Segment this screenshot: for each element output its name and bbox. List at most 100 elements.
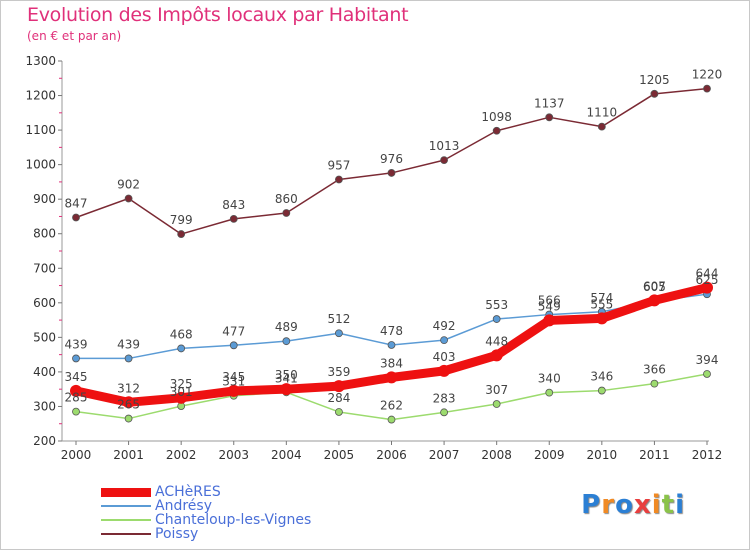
data-label-Poissy: 843 bbox=[222, 198, 245, 212]
data-label-Chanteloup-les-Vignes: 331 bbox=[222, 375, 245, 389]
legend-label: ACHèRES bbox=[155, 484, 221, 500]
data-point-Andrésy bbox=[177, 344, 186, 353]
data-point-Chanteloup-les-Vignes bbox=[650, 379, 659, 388]
data-point-ACHèRES bbox=[122, 396, 135, 409]
data-point-Chanteloup-les-Vignes bbox=[703, 370, 711, 378]
y-tick-label: 200 bbox=[33, 434, 56, 448]
data-point-Chanteloup-les-Vignes bbox=[72, 407, 80, 416]
data-label-Poissy: 799 bbox=[170, 213, 193, 227]
data-point-Andrésy bbox=[387, 341, 396, 349]
logo-letter: i bbox=[651, 490, 662, 520]
y-tick-label: 300 bbox=[33, 399, 56, 413]
x-tick-label: 2002 bbox=[166, 448, 197, 462]
data-label-Andrésy: 489 bbox=[275, 320, 298, 334]
y-tick-label: 1000 bbox=[25, 158, 56, 172]
x-tick-label: 2001 bbox=[113, 448, 144, 462]
data-label-Chanteloup-les-Vignes: 262 bbox=[380, 399, 403, 413]
data-label-ACHèRES: 644 bbox=[696, 267, 719, 281]
data-label-ACHèRES: 607 bbox=[643, 279, 666, 293]
x-tick-label: 2005 bbox=[324, 448, 355, 462]
data-point-ACHèRES bbox=[648, 294, 661, 307]
data-point-ACHèRES bbox=[701, 281, 713, 294]
data-label-Poissy: 860 bbox=[275, 192, 298, 206]
data-label-ACHèRES: 345 bbox=[222, 370, 245, 384]
y-tick-label: 400 bbox=[33, 365, 56, 379]
data-point-Andrésy bbox=[229, 341, 238, 350]
data-label-Poissy: 1205 bbox=[639, 73, 670, 87]
data-label-Chanteloup-les-Vignes: 285 bbox=[65, 391, 88, 405]
data-point-Poissy bbox=[387, 169, 396, 177]
chart-subtitle: (en € et par an) bbox=[27, 29, 122, 43]
data-point-Poissy bbox=[282, 209, 291, 217]
proxiti-logo: Proxiti bbox=[581, 490, 685, 520]
data-label-Poissy: 1220 bbox=[692, 68, 723, 82]
data-label-Andrésy: 553 bbox=[485, 298, 508, 312]
data-label-Andrésy: 574 bbox=[590, 291, 613, 305]
data-label-ACHèRES: 448 bbox=[485, 334, 508, 348]
data-label-Chanteloup-les-Vignes: 341 bbox=[275, 371, 298, 385]
logo-letter: r bbox=[601, 490, 616, 520]
legend-swatch bbox=[101, 487, 151, 497]
x-tick-label: 2010 bbox=[587, 448, 618, 462]
data-point-Poissy bbox=[124, 194, 133, 203]
data-label-Andrésy: 478 bbox=[380, 324, 403, 338]
data-point-ACHèRES bbox=[175, 391, 188, 404]
data-label-ACHèRES: 312 bbox=[117, 381, 140, 395]
data-label-ACHèRES: 555 bbox=[590, 297, 613, 311]
data-label-Poissy: 1098 bbox=[481, 110, 512, 124]
data-label-ACHèRES: 549 bbox=[538, 299, 561, 313]
data-label-Andrésy: 439 bbox=[65, 337, 88, 351]
x-tick-label: 2011 bbox=[639, 448, 670, 462]
x-tick-label: 2012 bbox=[692, 448, 723, 462]
data-point-Andrésy bbox=[282, 337, 291, 346]
x-tick-label: 2003 bbox=[218, 448, 249, 462]
data-point-ACHèRES bbox=[227, 384, 240, 397]
data-label-Chanteloup-les-Vignes: 284 bbox=[327, 391, 350, 405]
x-tick-label: 2008 bbox=[481, 448, 512, 462]
x-tick-label: 2006 bbox=[376, 448, 407, 462]
data-label-Andrésy: 439 bbox=[117, 337, 140, 351]
data-label-Andrésy: 512 bbox=[327, 312, 350, 326]
data-point-Poissy bbox=[177, 230, 186, 238]
logo-letter: P bbox=[581, 490, 602, 520]
data-point-ACHèRES bbox=[70, 384, 82, 397]
data-point-Poissy bbox=[440, 156, 448, 165]
data-label-ACHèRES: 359 bbox=[327, 365, 350, 379]
x-tick-label: 2000 bbox=[61, 448, 92, 462]
data-label-Chanteloup-les-Vignes: 346 bbox=[590, 370, 613, 384]
logo-letter: o bbox=[615, 490, 634, 520]
data-point-Andrésy bbox=[72, 354, 80, 363]
y-tick-label: 1300 bbox=[25, 54, 56, 68]
x-tick-label: 2004 bbox=[271, 448, 302, 462]
legend-label: Poissy bbox=[155, 526, 199, 542]
y-tick-label: 800 bbox=[33, 227, 56, 241]
data-point-ACHèRES bbox=[490, 349, 503, 362]
data-point-Chanteloup-les-Vignes bbox=[492, 400, 501, 408]
data-point-Poissy bbox=[229, 214, 238, 223]
data-label-Chanteloup-les-Vignes: 366 bbox=[643, 363, 666, 377]
data-label-Chanteloup-les-Vignes: 265 bbox=[117, 398, 140, 412]
legend-label: Andrésy bbox=[155, 498, 212, 514]
data-point-ACHèRES bbox=[543, 314, 556, 327]
data-point-ACHèRES bbox=[438, 364, 451, 377]
data-label-Chanteloup-les-Vignes: 301 bbox=[170, 385, 193, 399]
data-label-ACHèRES: 403 bbox=[433, 350, 456, 364]
data-point-Poissy bbox=[597, 122, 606, 131]
data-point-Chanteloup-les-Vignes bbox=[387, 415, 396, 424]
logo-letter: i bbox=[675, 490, 685, 520]
data-label-ACHèRES: 345 bbox=[65, 370, 88, 384]
y-tick-label: 1100 bbox=[25, 123, 56, 137]
data-label-Andrésy: 468 bbox=[170, 327, 193, 341]
data-point-Poissy bbox=[72, 213, 80, 222]
data-label-Andrésy: 566 bbox=[538, 294, 561, 308]
data-label-Poissy: 902 bbox=[117, 177, 140, 191]
data-point-Andrésy bbox=[124, 354, 133, 363]
data-point-ACHèRES bbox=[280, 383, 293, 396]
data-point-Poissy bbox=[492, 126, 501, 135]
data-label-Andrésy: 492 bbox=[433, 319, 456, 333]
y-tick-label: 700 bbox=[33, 261, 56, 275]
data-point-Chanteloup-les-Vignes bbox=[124, 414, 133, 423]
data-point-Chanteloup-les-Vignes bbox=[597, 386, 606, 395]
data-label-Poissy: 957 bbox=[327, 158, 350, 172]
